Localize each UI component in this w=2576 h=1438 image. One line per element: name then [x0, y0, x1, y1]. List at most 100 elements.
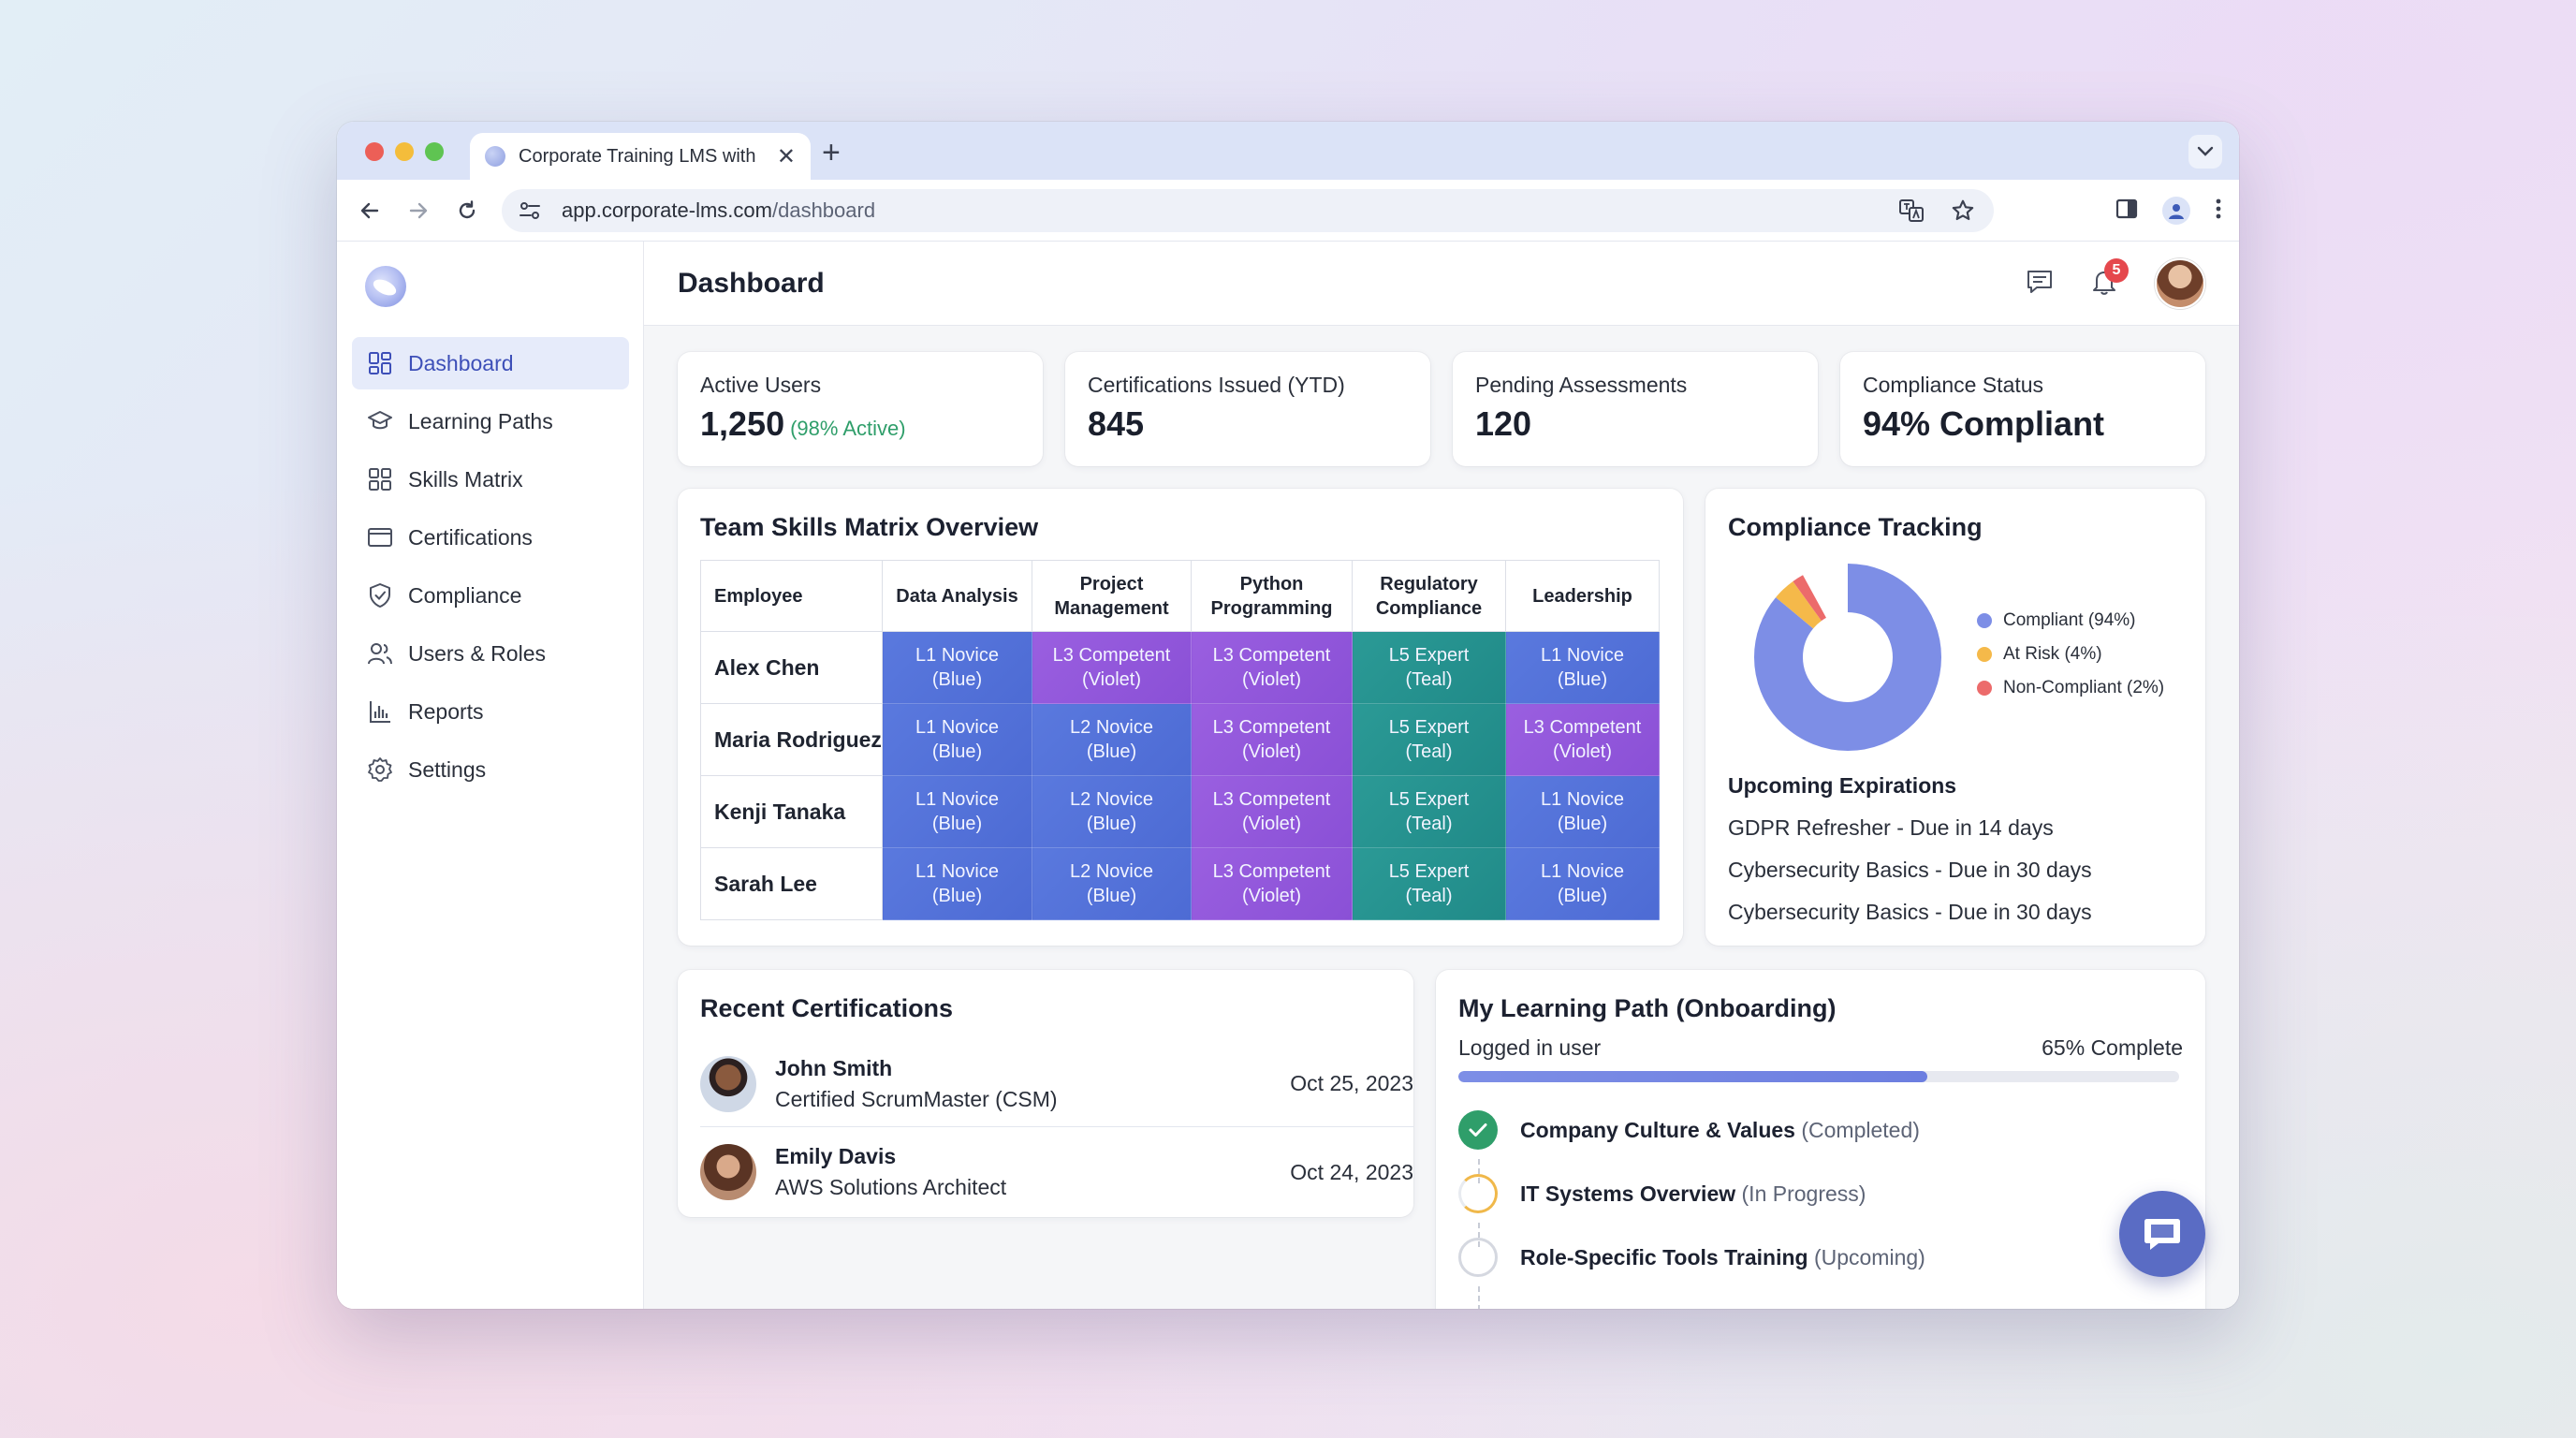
- pie-slice-compliant[interactable]: [1754, 564, 1941, 751]
- legend-label: Compliant (94%): [2003, 610, 2136, 630]
- address-bar[interactable]: app.corporate-lms.com/dashboard: [502, 189, 1994, 232]
- skill-level-cell[interactable]: L1 Novice (Blue): [1505, 775, 1660, 848]
- chat-button[interactable]: [2119, 1191, 2205, 1277]
- skill-level-cell[interactable]: L1 Novice (Blue): [1505, 847, 1660, 920]
- skill-level-cell[interactable]: L1 Novice (Blue): [1505, 631, 1660, 704]
- step-name: IT Systems Overview: [1520, 1181, 1736, 1206]
- tab-strip: Corporate Training LMS with ✕ +: [337, 122, 2239, 180]
- site-settings-icon[interactable]: [519, 200, 541, 226]
- sidebar-item-label: Certifications: [408, 524, 533, 550]
- new-tab-button[interactable]: +: [822, 135, 841, 170]
- notifications-button[interactable]: 5: [2091, 257, 2129, 301]
- employee-name[interactable]: Alex Chen: [700, 631, 883, 704]
- skill-color-label: (Teal): [1405, 669, 1453, 690]
- cert-title: Certified ScrumMaster (CSM): [775, 1086, 1058, 1111]
- skill-level-cell[interactable]: L2 Novice (Blue): [1032, 847, 1192, 920]
- skill-level-cell[interactable]: L2 Novice (Blue): [1032, 703, 1192, 776]
- side-panel-icon[interactable]: [2115, 198, 2138, 224]
- browser-tab[interactable]: Corporate Training LMS with ✕: [470, 133, 811, 180]
- column-header: Leadership: [1505, 560, 1660, 632]
- close-tab-icon[interactable]: ✕: [776, 143, 796, 169]
- column-header: Data Analysis: [882, 560, 1032, 632]
- bookmark-star-icon[interactable]: [1951, 198, 1975, 227]
- sidebar-item-certifications[interactable]: Certifications: [352, 511, 629, 564]
- sidebar-item-label: Learning Paths: [408, 408, 553, 433]
- skill-level-label: L3 Competent: [1523, 717, 1642, 738]
- skill-level-label: L3 Competent: [1052, 645, 1171, 666]
- card-title: Recent Certifications: [700, 994, 954, 1022]
- browser-toolbar: app.corporate-lms.com/dashboard: [337, 180, 2239, 242]
- expiration-item[interactable]: GDPR Refresher - Due in 14 days: [1728, 815, 2054, 840]
- learning-step[interactable]: Role-Specific Tools Training (Upcoming): [1458, 1238, 1925, 1277]
- table-row: Kenji Tanaka L1 Novice (Blue) L2 Novice (Blu…: [700, 775, 1660, 848]
- sidebar-item-settings[interactable]: Settings: [352, 743, 629, 796]
- skill-level-cell[interactable]: L3 Competent (Violet): [1191, 847, 1353, 920]
- skill-color-label: (Blue): [931, 886, 983, 906]
- sidebar-item-learning-paths[interactable]: Learning Paths: [352, 395, 629, 448]
- favicon-icon: [485, 146, 505, 167]
- messages-icon[interactable]: [2026, 269, 2054, 300]
- skill-level-cell[interactable]: L1 Novice (Blue): [882, 703, 1032, 776]
- step-connector: [1478, 1159, 1480, 1183]
- profile-icon[interactable]: [2162, 197, 2190, 225]
- kpi-value: 94% Compliant: [1863, 404, 2105, 443]
- expiration-item[interactable]: Cybersecurity Basics - Due in 30 days: [1728, 858, 2092, 882]
- reload-button[interactable]: [453, 197, 481, 225]
- graduation-cap-icon: [367, 408, 393, 434]
- list-item[interactable]: Emily Davis AWS Solutions Architect Oct …: [700, 1129, 1413, 1215]
- skill-level-cell[interactable]: L3 Competent (Violet): [1191, 775, 1353, 848]
- forward-button[interactable]: [404, 197, 432, 225]
- skill-level-label: L2 Novice: [1070, 861, 1153, 882]
- skill-level-cell[interactable]: L3 Competent (Violet): [1191, 703, 1353, 776]
- skill-color-label: (Blue): [1557, 669, 1608, 690]
- user-avatar[interactable]: [2155, 258, 2205, 309]
- users-icon: [367, 640, 393, 667]
- skill-level-cell[interactable]: L1 Novice (Blue): [882, 631, 1032, 704]
- kpi-value-number: 1,250: [700, 404, 785, 443]
- sidebar-item-dashboard[interactable]: Dashboard: [352, 337, 629, 389]
- page-header: Dashboard 5: [644, 242, 2239, 326]
- close-window-button[interactable]: [365, 142, 384, 161]
- app-logo[interactable]: [365, 266, 406, 307]
- minimize-window-button[interactable]: [395, 142, 414, 161]
- skill-level-label: L3 Competent: [1212, 861, 1331, 882]
- tab-search-button[interactable]: [2188, 135, 2222, 169]
- list-item[interactable]: John Smith Certified ScrumMaster (CSM) O…: [700, 1041, 1413, 1127]
- back-button[interactable]: [356, 197, 384, 225]
- employee-name[interactable]: Kenji Tanaka: [700, 775, 883, 848]
- compliance-donut-chart: [1754, 564, 1941, 751]
- maximize-window-button[interactable]: [425, 142, 444, 161]
- skill-level-cell[interactable]: L5 Expert (Teal): [1352, 847, 1506, 920]
- upcoming-expirations-title: Upcoming Expirations: [1728, 773, 1957, 798]
- sidebar-item-reports[interactable]: Reports: [352, 685, 629, 738]
- skill-level-cell[interactable]: L5 Expert (Teal): [1352, 703, 1506, 776]
- skill-level-cell[interactable]: L3 Competent (Violet): [1032, 631, 1192, 704]
- kpi-value: 845: [1088, 404, 1145, 443]
- step-connector: [1478, 1223, 1480, 1247]
- legend-item-compliant: Compliant (94%): [1977, 610, 2164, 631]
- translate-icon[interactable]: [1898, 198, 1925, 227]
- more-menu-icon[interactable]: [2215, 198, 2222, 225]
- skill-level-cell[interactable]: L3 Competent (Violet): [1505, 703, 1660, 776]
- employee-name[interactable]: Sarah Lee: [700, 847, 883, 920]
- kpi-card-compliance-status: Compliance Status 94% Compliant: [1840, 352, 2205, 466]
- sidebar-item-compliance[interactable]: Compliance: [352, 569, 629, 622]
- expiration-item[interactable]: Cybersecurity Basics - Due in 30 days: [1728, 900, 2092, 924]
- skill-level-cell[interactable]: L1 Novice (Blue): [882, 775, 1032, 848]
- learning-step[interactable]: Company Culture & Values (Completed): [1458, 1110, 1920, 1150]
- cert-title: AWS Solutions Architect: [775, 1175, 1007, 1199]
- skill-level-cell[interactable]: L2 Novice (Blue): [1032, 775, 1192, 848]
- skill-level-cell[interactable]: L5 Expert (Teal): [1352, 775, 1506, 848]
- skill-level-cell[interactable]: L5 Expert (Teal): [1352, 631, 1506, 704]
- learning-step[interactable]: IT Systems Overview (In Progress): [1458, 1174, 1866, 1213]
- sidebar-item-label: Reports: [408, 698, 484, 724]
- skill-level-cell[interactable]: L1 Novice (Blue): [882, 847, 1032, 920]
- employee-name[interactable]: Maria Rodriguez: [700, 703, 883, 776]
- skill-level-cell[interactable]: L3 Competent (Violet): [1191, 631, 1353, 704]
- table-row: Sarah Lee L1 Novice (Blue) L2 Novice (Blue) L…: [700, 847, 1660, 920]
- skill-level-label: L3 Competent: [1212, 717, 1331, 738]
- skill-level-label: L1 Novice: [915, 789, 999, 810]
- sidebar-item-users-roles[interactable]: Users & Roles: [352, 627, 629, 680]
- column-header: Regulatory Compliance: [1352, 560, 1506, 632]
- sidebar-item-skills-matrix[interactable]: Skills Matrix: [352, 453, 629, 506]
